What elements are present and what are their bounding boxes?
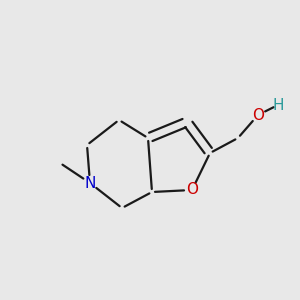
Text: N: N [84, 176, 96, 190]
Text: O: O [252, 107, 264, 122]
Text: H: H [272, 98, 284, 112]
Text: O: O [186, 182, 198, 197]
